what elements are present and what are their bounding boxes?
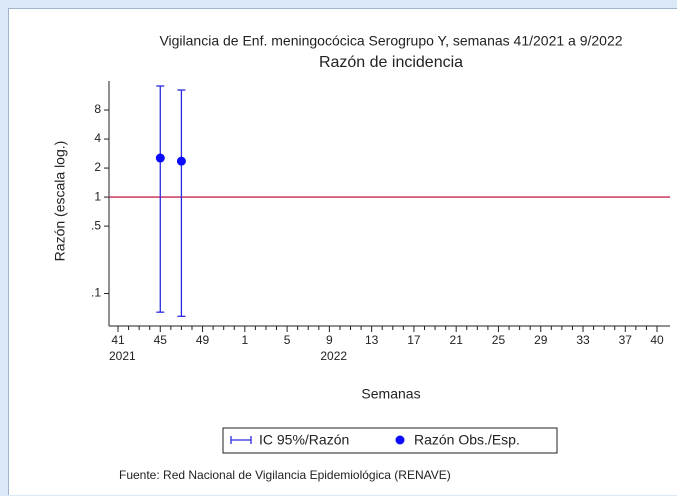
x-tick-label: 45 [154,333,168,347]
y-tick-label: .5 [91,218,101,232]
x-tick-label: 1 [241,333,248,347]
x-axis-title: Semanas [361,386,420,402]
legend-label: IC 95%/Razón [259,432,349,448]
x-tick-label: 21 [450,333,464,347]
y-tick-label: .1 [91,286,101,300]
x-tick-label: 49 [196,333,210,347]
y-tick-label: 1 [94,189,101,203]
x-tick-label: 5 [284,333,291,347]
x-tick-label: 25 [492,333,506,347]
x-tick-label: 17 [407,333,421,347]
chart: Vigilancia de Enf. meningocócica Serogru… [52,33,670,482]
y-tick-label: 2 [94,160,101,174]
year-label: 2022 [320,349,347,363]
source-note: Fuente: Red Nacional de Vigilancia Epide… [119,468,451,482]
chart-subtitle: Razón de incidencia [319,54,463,71]
x-tick-label: 40 [650,333,664,347]
year-label: 2021 [109,349,136,363]
point [176,156,186,166]
legend-box [222,427,558,454]
legend-label: Razón Obs./Esp. [414,432,520,448]
x-tick-label: 33 [576,333,590,347]
x-tick-label: 13 [365,333,379,347]
x-tick-label: 37 [619,333,633,347]
y-tick-label: 8 [94,102,101,116]
legend-point-swatch [395,435,405,445]
chart-frame: Vigilancia de Enf. meningocócica Serogru… [8,8,677,495]
x-tick-label: 41 [111,333,125,347]
chart-title: Vigilancia de Enf. meningocócica Serogru… [159,33,622,49]
y-axis-title: Razón (escala log.) [52,141,68,262]
point [155,153,165,163]
x-tick-label: 29 [534,333,548,347]
x-tick-label: 9 [326,333,333,347]
y-tick-label: 4 [94,131,101,145]
